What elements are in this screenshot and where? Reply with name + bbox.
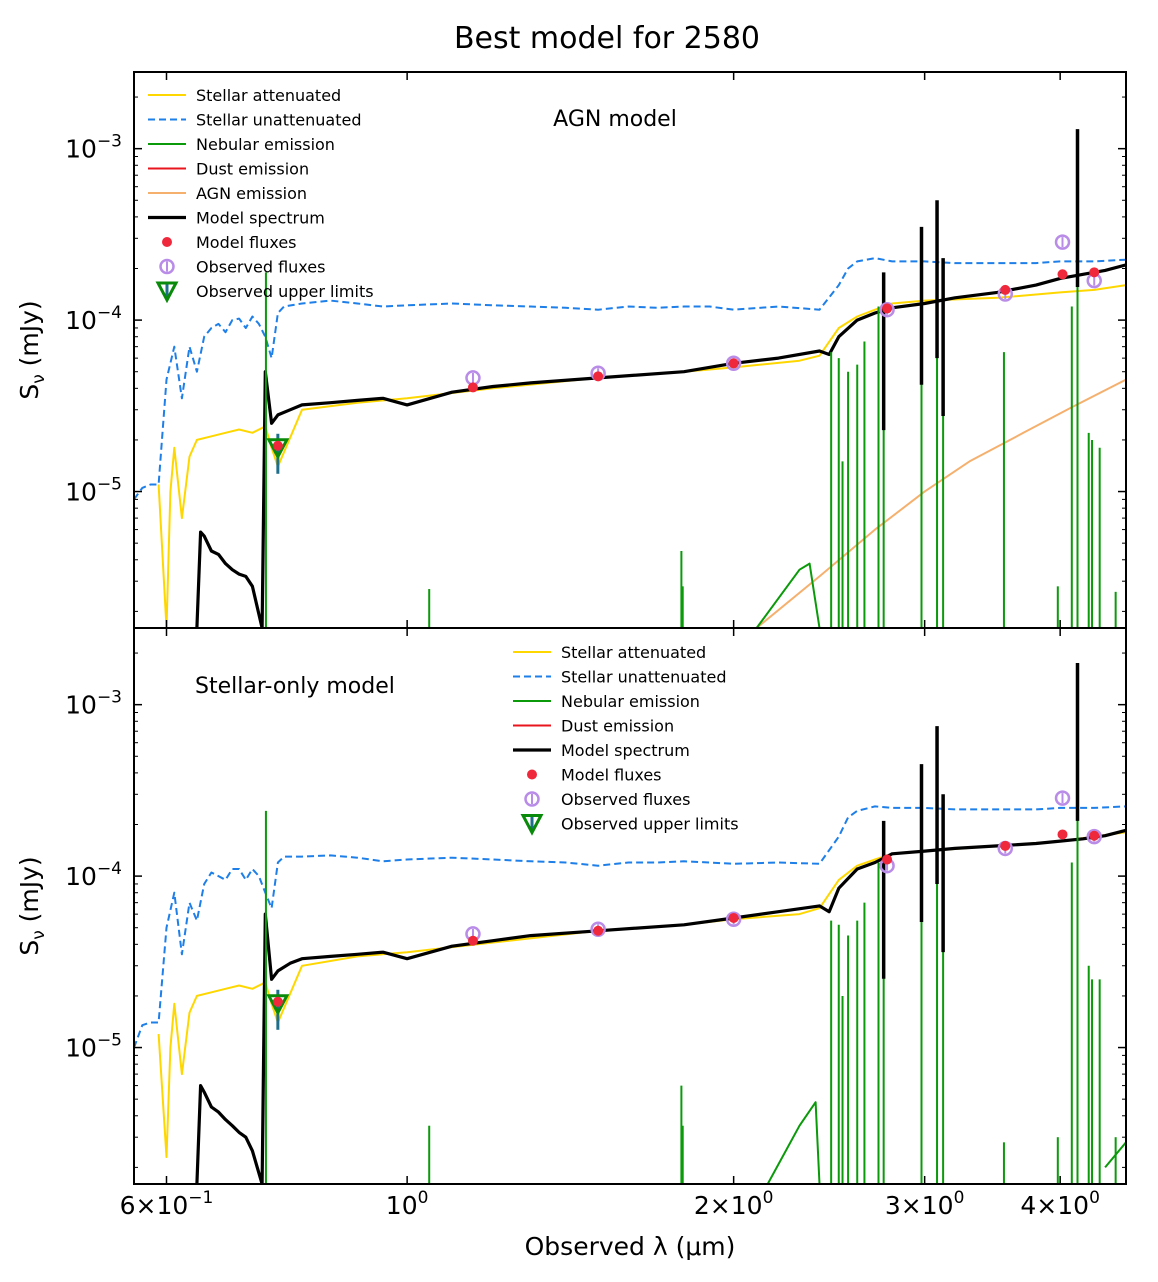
observed-flux-marker (1086, 828, 1102, 845)
legend-item-model-fluxes: Model fluxes (527, 766, 662, 785)
legend-label: Observed fluxes (561, 790, 690, 809)
model-flux-marker (272, 440, 283, 451)
legend-handle (520, 814, 544, 836)
observed-flux-marker (725, 911, 742, 928)
x-tick-label: 6×10−1 (120, 1188, 214, 1220)
series-model-spectrum (195, 828, 1126, 1184)
legend-item-obs-fluxes: Observed fluxes (159, 258, 325, 277)
model-flux-marker (593, 925, 604, 936)
series-model-spectrum (195, 263, 1126, 628)
model-flux-marker (593, 371, 604, 382)
legend-handle (159, 258, 175, 275)
model-flux-marker (1057, 269, 1068, 280)
model-flux-marker (882, 303, 893, 314)
legend-item-upper-limits: Observed upper limits (155, 281, 374, 304)
legend-label: Observed fluxes (196, 258, 325, 277)
series-nebular-continuum (766, 1101, 821, 1184)
legend-handle (527, 769, 537, 780)
series-stellar-attenuated (157, 284, 1126, 628)
legend-item-dust: Dust emission (148, 160, 309, 179)
model-flux-marker (882, 854, 893, 865)
model-flux-marker (728, 358, 739, 369)
x-axis: 6×10−1 100 2×100 3×100 4×100 (120, 1188, 1100, 1220)
panel-annotation: AGN model (553, 107, 677, 132)
plot-frame (133, 627, 1127, 1185)
y-axis-label: Sν (mJy) (15, 856, 49, 955)
model-flux-marker (728, 912, 739, 923)
series-stellar-unattenuated (134, 257, 1126, 500)
legend-label: Dust emission (196, 160, 309, 179)
plot-area (134, 129, 1126, 628)
legend-item-agn: AGN emission (148, 184, 307, 203)
legend-handle (155, 281, 179, 304)
legend-label: Observed upper limits (561, 815, 739, 834)
legend-item-model-fluxes: Model fluxes (162, 233, 297, 252)
panel-stellar-only-model: 10−5 10−4 10−3 Sν (mJy) Stellar-only model St… (15, 627, 1127, 1185)
y-tick-label: 10−4 (65, 303, 122, 335)
legend-label: Model fluxes (196, 233, 297, 252)
series-nebular-continuum (755, 562, 821, 628)
legend-item-obs-fluxes: Observed fluxes (524, 790, 690, 809)
y-tick-label: 10−4 (65, 859, 122, 891)
panel-annotation: Stellar-only model (195, 674, 395, 699)
observed-flux-marker (1054, 790, 1071, 806)
observed-flux-marker (725, 355, 742, 372)
legend-label: Stellar attenuated (196, 86, 341, 105)
legend-label: Model spectrum (196, 209, 325, 228)
x-tick-label: 100 (386, 1188, 429, 1220)
y-tick-label: 10−3 (65, 132, 122, 164)
model-flux-marker (1089, 830, 1100, 841)
y-tick-label: 10−5 (65, 475, 122, 507)
panel-agn-model: 10−5 10−4 10−3 Sν (mJy) AGN model Stellar att… (15, 71, 1127, 629)
model-flux-marker (1057, 829, 1068, 840)
y-tick-label: 10−3 (65, 688, 122, 720)
model-flux-marker (467, 382, 478, 393)
legend-handle (524, 791, 540, 807)
model-flux-marker (272, 996, 283, 1007)
legend-item-model: Model spectrum (513, 741, 690, 760)
legend-item-upper-limits: Observed upper limits (520, 814, 739, 836)
legend-item-stellar-unatt: Stellar unattenuated (513, 668, 726, 687)
x-axis-label: Observed λ (μm) (525, 1232, 736, 1261)
series-stellar-attenuated (157, 831, 1126, 1158)
legend-item-nebular: Nebular emission (148, 135, 335, 154)
series-agn-emission (755, 378, 1126, 628)
y-tick-label: 10−5 (65, 1031, 122, 1063)
legend-label: Model spectrum (561, 741, 690, 760)
legend-label: Nebular emission (561, 692, 700, 711)
chart-title: Best model for 2580 (454, 21, 760, 56)
legend-item-stellar-att: Stellar attenuated (513, 643, 706, 662)
legend-label: Dust emission (561, 717, 674, 736)
plot-area (134, 662, 1126, 1184)
observed-flux-marker (879, 301, 895, 318)
legend-item-stellar-att: Stellar attenuated (148, 86, 341, 105)
legend-label: Stellar unattenuated (196, 111, 361, 130)
model-flux-marker (467, 935, 478, 946)
legend-item-stellar-unatt: Stellar unattenuated (148, 111, 361, 130)
x-tick-label: 3×100 (885, 1188, 965, 1220)
x-tick-label: 2×100 (694, 1188, 774, 1220)
legend-item-dust: Dust emission (513, 717, 674, 736)
legend-label: Stellar attenuated (561, 643, 706, 662)
legend-item-model: Model spectrum (148, 209, 325, 228)
upper-limit-marker (266, 994, 290, 1016)
legend: Stellar attenuated Stellar unattenuated Ne… (148, 86, 374, 304)
observed-flux-marker (1054, 234, 1071, 250)
legend-label: Stellar unattenuated (561, 668, 726, 687)
model-flux-marker (1000, 840, 1011, 851)
upper-limit-marker (266, 438, 290, 460)
y-axis-label: Sν (mJy) (15, 300, 49, 399)
plot-frame (133, 71, 1127, 629)
legend-item-nebular: Nebular emission (513, 692, 700, 711)
model-flux-marker (1000, 284, 1011, 295)
legend-label: Observed upper limits (196, 282, 374, 301)
legend-label: Model fluxes (561, 766, 662, 785)
legend-label: Nebular emission (196, 135, 335, 154)
x-tick-label: 4×100 (1020, 1188, 1100, 1220)
legend: Stellar attenuated Stellar unattenuated Ne… (513, 643, 739, 836)
legend-handle (162, 237, 172, 247)
model-flux-marker (1089, 267, 1100, 278)
legend-label: AGN emission (196, 184, 307, 203)
